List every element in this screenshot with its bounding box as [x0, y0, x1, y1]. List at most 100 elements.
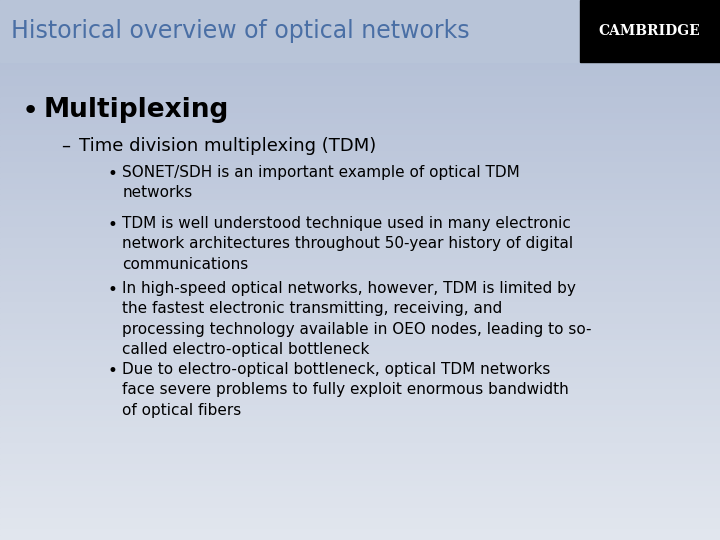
Bar: [0, 194, 720, 200]
Bar: [0, 227, 720, 232]
Bar: [0, 0, 720, 5]
Bar: [0, 400, 720, 405]
Text: Due to electro-optical bottleneck, optical TDM networks
face severe problems to : Due to electro-optical bottleneck, optic…: [122, 362, 569, 417]
Bar: [0, 16, 720, 22]
Bar: [0, 135, 720, 140]
Bar: [0, 119, 720, 124]
Bar: [0, 184, 720, 189]
Bar: [0, 443, 720, 448]
Bar: [0, 70, 720, 76]
Bar: [0, 470, 720, 475]
Bar: [0, 157, 720, 162]
Bar: [0, 259, 720, 265]
Bar: [0, 59, 720, 65]
Bar: [0, 238, 720, 243]
Bar: [0, 205, 720, 211]
Bar: [0, 410, 720, 416]
Bar: [0, 405, 720, 410]
Bar: [0, 130, 720, 135]
Bar: [0, 497, 720, 502]
Bar: [0, 529, 720, 535]
Bar: [0, 275, 720, 281]
Bar: [0, 389, 720, 394]
Bar: [0, 508, 720, 513]
Bar: [0, 432, 720, 437]
Bar: [0, 216, 720, 221]
Bar: [0, 243, 720, 248]
Bar: [0, 437, 720, 443]
Bar: [0, 232, 720, 238]
Bar: [0, 11, 720, 16]
Bar: [0, 491, 720, 497]
Bar: [0, 324, 720, 329]
Bar: [0, 81, 720, 86]
Bar: [0, 167, 720, 173]
Bar: [0, 297, 720, 302]
Bar: [0, 513, 720, 518]
Bar: [0, 518, 720, 524]
Text: •: •: [108, 281, 118, 299]
Bar: [0, 394, 720, 400]
Bar: [0, 124, 720, 130]
Bar: [0, 265, 720, 270]
Bar: [0, 103, 720, 108]
Bar: [0, 340, 720, 346]
Bar: [0, 248, 720, 254]
Bar: [0, 43, 720, 49]
Text: •: •: [22, 97, 39, 125]
Bar: [0, 286, 720, 292]
Bar: [0, 22, 720, 27]
Bar: [0, 49, 720, 54]
Bar: [0, 76, 720, 81]
Bar: [0, 464, 720, 470]
Bar: [0, 448, 720, 454]
Text: •: •: [108, 216, 118, 234]
Bar: [0, 270, 720, 275]
Bar: [0, 475, 720, 481]
Bar: [0, 5, 720, 11]
Bar: [0, 427, 720, 432]
Bar: [0, 481, 720, 486]
Text: SONET/SDH is an important example of optical TDM
networks: SONET/SDH is an important example of opt…: [122, 165, 520, 200]
Bar: [0, 54, 720, 59]
Bar: [0, 383, 720, 389]
Bar: [0, 254, 720, 259]
Bar: [0, 351, 720, 356]
Bar: [0, 86, 720, 92]
Bar: [0, 211, 720, 216]
Bar: [0, 108, 720, 113]
Bar: [0, 367, 720, 373]
Bar: [580, 0, 720, 62]
Bar: [0, 313, 720, 319]
Text: •: •: [108, 362, 118, 380]
Text: In high-speed optical networks, however, TDM is limited by
the fastest electroni: In high-speed optical networks, however,…: [122, 281, 592, 357]
Bar: [0, 362, 720, 367]
Bar: [0, 373, 720, 378]
Bar: [0, 502, 720, 508]
Bar: [0, 27, 720, 32]
Bar: [0, 524, 720, 529]
Bar: [0, 535, 720, 540]
Bar: [0, 281, 720, 286]
Bar: [0, 189, 720, 194]
Bar: [0, 335, 720, 340]
Bar: [0, 454, 720, 459]
Text: –: –: [61, 137, 71, 154]
Text: Time division multiplexing (TDM): Time division multiplexing (TDM): [79, 137, 377, 154]
Bar: [0, 140, 720, 146]
Bar: [0, 151, 720, 157]
Bar: [0, 97, 720, 103]
Bar: [0, 378, 720, 383]
Bar: [0, 416, 720, 421]
Bar: [0, 221, 720, 227]
Bar: [0, 319, 720, 324]
Bar: [0, 346, 720, 351]
Bar: [0, 178, 720, 184]
Bar: [0, 146, 720, 151]
Bar: [0, 421, 720, 427]
Bar: [0, 113, 720, 119]
Text: CAMBRIDGE: CAMBRIDGE: [598, 24, 701, 38]
Bar: [0, 329, 720, 335]
Bar: [0, 486, 720, 491]
Text: TDM is well understood technique used in many electronic
network architectures t: TDM is well understood technique used in…: [122, 216, 574, 272]
